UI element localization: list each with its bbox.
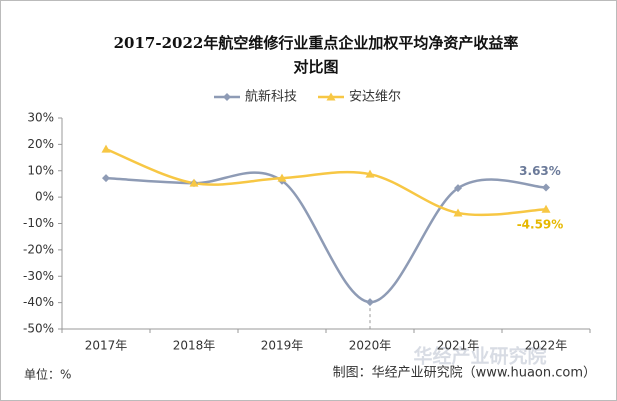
watermark: 华经产业研究院 (413, 345, 546, 368)
x-tick-label: 2020年 (349, 339, 392, 353)
y-tick-label: -20% (23, 242, 54, 256)
y-tick-label: 0% (35, 190, 54, 204)
point (102, 174, 110, 183)
y-tick-label: -30% (23, 269, 54, 283)
point (101, 144, 111, 153)
y-tick-label: -40% (23, 295, 54, 309)
y-tick-label: -50% (23, 322, 54, 336)
point (541, 204, 551, 213)
y-tick-label: -10% (23, 216, 54, 230)
point (365, 169, 375, 178)
point (189, 178, 199, 187)
x-tick-label: 2019年 (261, 339, 304, 353)
point (277, 173, 287, 182)
x-tick-label: 2017年 (85, 339, 128, 353)
x-tick-label: 2021年 (437, 339, 480, 353)
point (454, 184, 462, 193)
chart-title: 对比图 (293, 58, 338, 76)
chart-title: 2017-2022年航空维修行业重点企业加权平均净资产收益率 (114, 34, 519, 52)
series-line (105, 147, 547, 217)
x-tick-label: 2022年 (525, 339, 568, 353)
value-label: -4.59% (517, 218, 564, 232)
value-label: 3.63% (519, 164, 561, 178)
x-tick-label: 2018年 (173, 339, 216, 353)
point (453, 208, 463, 217)
point (326, 92, 336, 101)
point (542, 183, 550, 192)
y-tick-label: 30% (27, 111, 54, 125)
source: 制图：华经产业研究院（www.huaon.com） (333, 366, 596, 381)
unit-note: 单位：% (24, 367, 71, 382)
point (366, 298, 374, 307)
y-tick-label: 20% (27, 137, 54, 151)
legend-label: 安达维尔 (349, 90, 401, 105)
y-tick-label: 10% (27, 163, 54, 177)
legend-label: 航新科技 (245, 89, 297, 105)
point (223, 93, 231, 101)
